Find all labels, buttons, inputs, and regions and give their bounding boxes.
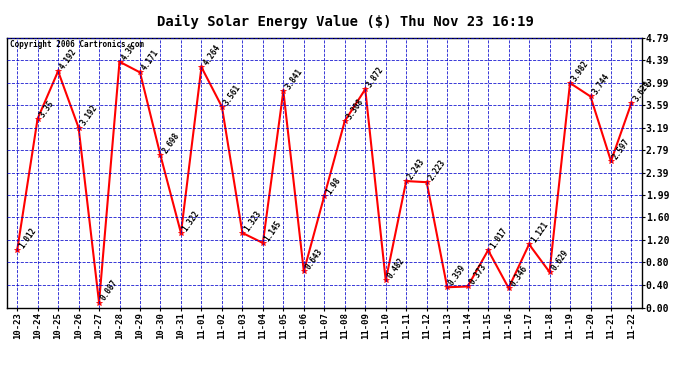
Text: 0.482: 0.482	[386, 256, 406, 280]
Text: 4.171: 4.171	[140, 48, 161, 72]
Text: 4.264: 4.264	[201, 43, 222, 67]
Text: 0.087: 0.087	[99, 279, 119, 303]
Text: 3.841: 3.841	[284, 67, 304, 91]
Text: 3.872: 3.872	[365, 65, 386, 89]
Text: 2.243: 2.243	[406, 157, 427, 181]
Text: 1.145: 1.145	[263, 219, 284, 243]
Text: 0.373: 0.373	[468, 262, 489, 286]
Text: 3.629: 3.629	[631, 79, 652, 103]
Text: 3.192: 3.192	[79, 104, 99, 128]
Text: 3.561: 3.561	[222, 82, 243, 107]
Text: 0.643: 0.643	[304, 247, 324, 271]
Text: 3.308: 3.308	[345, 97, 366, 121]
Text: 3.744: 3.744	[591, 72, 611, 96]
Text: Daily Solar Energy Value ($) Thu Nov 23 16:19: Daily Solar Energy Value ($) Thu Nov 23 …	[157, 15, 533, 29]
Text: 1.323: 1.323	[242, 209, 263, 233]
Text: 4.192: 4.192	[58, 47, 79, 71]
Text: 1.012: 1.012	[17, 226, 38, 251]
Text: 0.346: 0.346	[509, 264, 529, 288]
Text: 1.121: 1.121	[529, 220, 550, 244]
Text: 2.223: 2.223	[426, 158, 447, 182]
Text: 3.982: 3.982	[570, 59, 591, 83]
Text: Copyright 2006 Cartronics.com: Copyright 2006 Cartronics.com	[10, 40, 144, 49]
Text: 0.629: 0.629	[549, 248, 570, 272]
Text: 0.359: 0.359	[447, 263, 468, 287]
Text: 1.322: 1.322	[181, 209, 201, 233]
Text: 2.597: 2.597	[611, 137, 631, 161]
Text: 1.017: 1.017	[488, 226, 509, 250]
Text: 2.698: 2.698	[161, 131, 181, 155]
Text: 1.98: 1.98	[324, 176, 342, 196]
Text: 3.35: 3.35	[38, 98, 56, 118]
Text: 4.36: 4.36	[119, 41, 137, 62]
